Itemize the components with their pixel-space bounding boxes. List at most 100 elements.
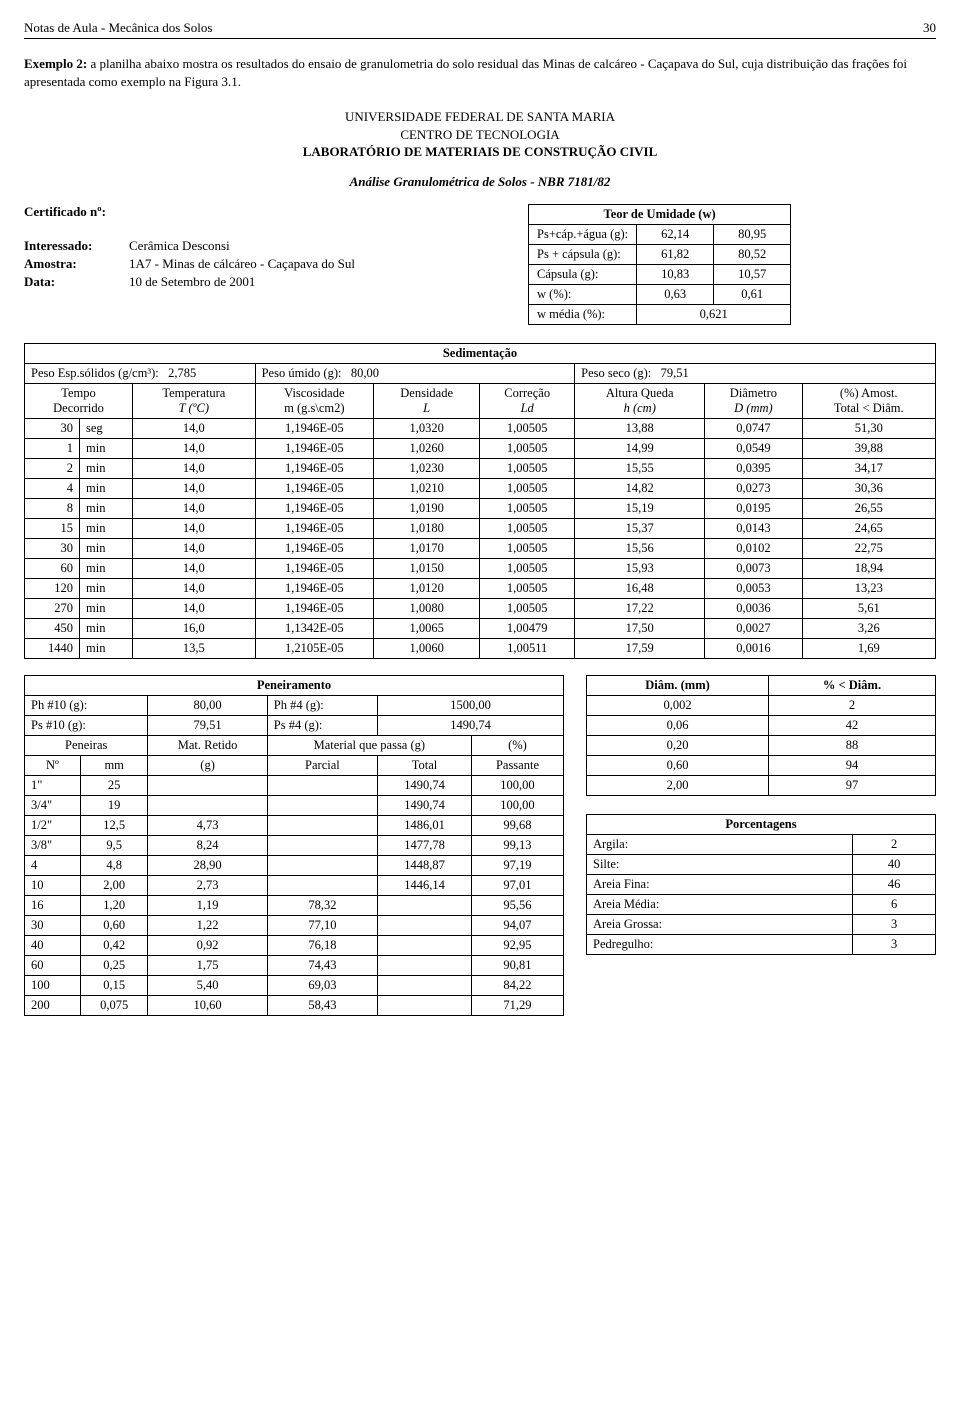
lab-line-1: UNIVERSIDADE FEDERAL DE SANTA MARIA bbox=[24, 108, 936, 126]
pen-row: 1/2" 12,5 4,73 1486,01 99,68 bbox=[25, 816, 564, 836]
sed-cell: 60 bbox=[25, 559, 80, 579]
pen-row: 40 0,42 0,92 76,18 92,95 bbox=[25, 936, 564, 956]
sed-hdr-alt1: Altura Queda bbox=[581, 386, 698, 401]
sedimentacao-table: Sedimentação Peso Esp.sólidos (g/cm³): 2… bbox=[24, 343, 936, 659]
sed-cell: 1 bbox=[25, 439, 80, 459]
doc-title: Notas de Aula - Mecânica dos Solos bbox=[24, 20, 212, 36]
pen-cell: 77,10 bbox=[267, 916, 377, 936]
sed-cell: 1,00505 bbox=[480, 519, 575, 539]
porc-label: Argila: bbox=[587, 835, 853, 855]
sed-cell: 0,0395 bbox=[705, 459, 802, 479]
sed-cell: 450 bbox=[25, 619, 80, 639]
lab-line-4: Análise Granulométrica de Solos - NBR 71… bbox=[24, 173, 936, 191]
pen-hdr-total: Total bbox=[378, 756, 472, 776]
umid-row-label: Cápsula (g): bbox=[529, 265, 637, 285]
porc-label: Areia Média: bbox=[587, 895, 853, 915]
umid-row-a: 61,82 bbox=[637, 245, 714, 265]
umid-row-b: 80,52 bbox=[714, 245, 791, 265]
sed-hdr-pct1: (%) Amost. bbox=[809, 386, 930, 401]
sed-cell: 13,23 bbox=[802, 579, 936, 599]
sed-cell: 17,59 bbox=[575, 639, 705, 659]
pen-hdr-g: (g) bbox=[148, 756, 267, 776]
pen-cell: 1446,14 bbox=[378, 876, 472, 896]
pen-cell: 19 bbox=[80, 796, 147, 816]
pen-cell: 200 bbox=[25, 996, 81, 1016]
pen-cell: 100 bbox=[25, 976, 81, 996]
pen-cell: 0,92 bbox=[148, 936, 267, 956]
pen-cell: 2,73 bbox=[148, 876, 267, 896]
porc-value: 3 bbox=[853, 915, 936, 935]
pen-cell: 1486,01 bbox=[378, 816, 472, 836]
peso-umido-label: Peso úmido (g): bbox=[262, 366, 342, 380]
info-left: Certificado nº: Interessado:Cerâmica Des… bbox=[24, 204, 504, 325]
sed-cell: 1,00479 bbox=[480, 619, 575, 639]
amostra-label: Amostra: bbox=[24, 256, 129, 272]
pen-cell: 16 bbox=[25, 896, 81, 916]
sed-cell: 0,0273 bbox=[705, 479, 802, 499]
sed-cell: 0,0036 bbox=[705, 599, 802, 619]
sed-cell: 1,1946E-05 bbox=[255, 599, 373, 619]
pen-cell: 1477,78 bbox=[378, 836, 472, 856]
pen-cell: 0,60 bbox=[80, 916, 147, 936]
pen-cell: 71,29 bbox=[471, 996, 563, 1016]
sed-cell: min bbox=[80, 579, 133, 599]
pen-row: 1" 25 1490,74 100,00 bbox=[25, 776, 564, 796]
pen-hdr-parcial: Parcial bbox=[267, 756, 377, 776]
sed-cell: 1,1946E-05 bbox=[255, 559, 373, 579]
sed-cell: 34,17 bbox=[802, 459, 936, 479]
pen-cell: 40 bbox=[25, 936, 81, 956]
sed-hdr-corr2: Ld bbox=[486, 401, 568, 416]
sed-row: 270 min 14,0 1,1946E-05 1,0080 1,00505 1… bbox=[25, 599, 936, 619]
sed-row: 8 min 14,0 1,1946E-05 1,0190 1,00505 15,… bbox=[25, 499, 936, 519]
sed-cell: 14,82 bbox=[575, 479, 705, 499]
intro-paragraph: Exemplo 2: a planilha abaixo mostra os r… bbox=[24, 55, 936, 90]
sed-cell: min bbox=[80, 639, 133, 659]
diam-cell: 2 bbox=[769, 696, 936, 716]
pen-cell: 4,73 bbox=[148, 816, 267, 836]
pen-cell bbox=[378, 996, 472, 1016]
umid-row-b: 10,57 bbox=[714, 265, 791, 285]
porc-value: 40 bbox=[853, 855, 936, 875]
sed-hdr-dens1: Densidade bbox=[380, 386, 473, 401]
sed-row: 30 seg 14,0 1,1946E-05 1,0320 1,00505 13… bbox=[25, 419, 936, 439]
porc-value: 6 bbox=[853, 895, 936, 915]
sed-cell: 16,0 bbox=[133, 619, 256, 639]
pen-cell: 94,07 bbox=[471, 916, 563, 936]
diam-cell: 94 bbox=[769, 756, 936, 776]
sed-cell: 51,30 bbox=[802, 419, 936, 439]
sed-cell: 1,69 bbox=[802, 639, 936, 659]
diam-cell: 0,20 bbox=[587, 736, 769, 756]
sed-cell: 14,0 bbox=[133, 539, 256, 559]
diam-row: 0,002 2 bbox=[587, 696, 936, 716]
amostra-value: 1A7 - Minas de cálcáreo - Caçapava do Su… bbox=[129, 256, 355, 271]
porcentagens-table: Porcentagens Argila: 2Silte: 40Areia Fin… bbox=[586, 814, 936, 955]
diam-hdr-2: % < Diâm. bbox=[769, 676, 936, 696]
sed-hdr-corr1: Correção bbox=[486, 386, 568, 401]
pen-row: 100 0,15 5,40 69,03 84,22 bbox=[25, 976, 564, 996]
pen-cell: 100,00 bbox=[471, 776, 563, 796]
porc-value: 2 bbox=[853, 835, 936, 855]
pen-cell: 8,24 bbox=[148, 836, 267, 856]
porc-row: Silte: 40 bbox=[587, 855, 936, 875]
diam-cell: 2,00 bbox=[587, 776, 769, 796]
umid-row-a: 10,83 bbox=[637, 265, 714, 285]
pen-cell bbox=[267, 776, 377, 796]
pen-cell: 1490,74 bbox=[378, 776, 472, 796]
pen-hdr-matret: Mat. Retido bbox=[148, 736, 267, 756]
sed-cell: 17,50 bbox=[575, 619, 705, 639]
peso-seco-label: Peso seco (g): bbox=[581, 366, 651, 380]
sed-cell: 0,0073 bbox=[705, 559, 802, 579]
sed-cell: 0,0102 bbox=[705, 539, 802, 559]
pen-cell: 92,95 bbox=[471, 936, 563, 956]
sed-cell: 0,0143 bbox=[705, 519, 802, 539]
exemplo-label: Exemplo 2: bbox=[24, 56, 87, 71]
sed-cell: 1,00505 bbox=[480, 579, 575, 599]
sed-cell: 16,48 bbox=[575, 579, 705, 599]
ps10-value: 79,51 bbox=[148, 716, 267, 736]
sed-cell: 14,99 bbox=[575, 439, 705, 459]
pen-cell: 1,22 bbox=[148, 916, 267, 936]
ph10-label: Ph #10 (g): bbox=[31, 698, 87, 712]
info-section: Certificado nº: Interessado:Cerâmica Des… bbox=[24, 204, 936, 325]
sed-cell: 1,00505 bbox=[480, 459, 575, 479]
sed-cell: seg bbox=[80, 419, 133, 439]
